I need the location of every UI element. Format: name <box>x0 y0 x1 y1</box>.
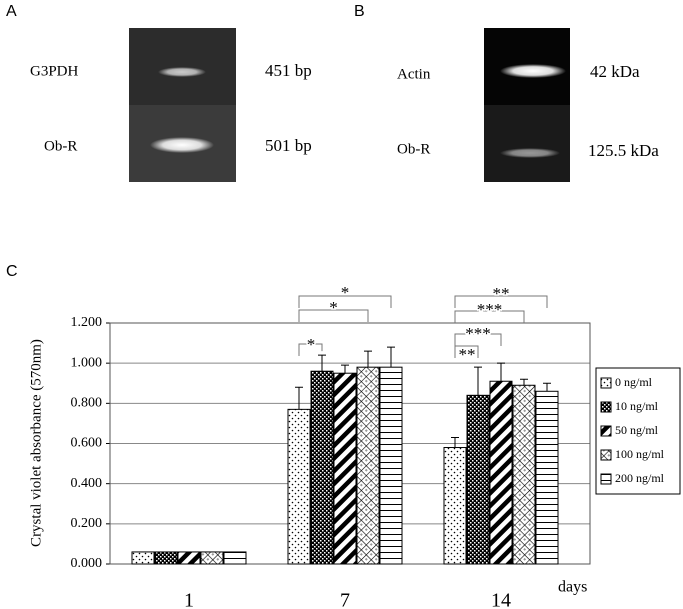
legend-swatch <box>600 401 612 413</box>
gel-label: Actin <box>397 66 431 82</box>
error-bar <box>364 350 372 368</box>
significance-bracket <box>454 310 525 323</box>
x-tick-label: 7 <box>340 590 350 609</box>
error-bar <box>497 362 505 382</box>
bar <box>489 380 513 565</box>
gel-label: Ob-R <box>397 141 430 157</box>
legend-label: 200 ng/ml <box>615 471 665 485</box>
legend-swatch <box>600 425 612 437</box>
significance-label: * <box>341 283 350 302</box>
gel-band <box>500 64 566 78</box>
bar <box>443 447 467 565</box>
y-tick-label: 0.400 <box>71 476 103 491</box>
legend-label: 50 ng/ml <box>615 423 659 437</box>
x-tick-label: 14 <box>491 590 511 609</box>
legend-label: 0 ng/ml <box>615 375 653 389</box>
error-bar <box>387 346 395 368</box>
legend-swatch <box>600 473 612 485</box>
gel-label: Ob-R <box>44 138 77 154</box>
y-tick-label: 1.000 <box>71 355 103 370</box>
error-bar <box>474 366 482 396</box>
bar <box>310 370 334 565</box>
error-bar <box>451 436 459 448</box>
error-bar <box>295 386 303 410</box>
panel-label: B <box>354 3 365 20</box>
significance-label: * <box>307 335 316 354</box>
bar <box>200 551 224 565</box>
error-bar <box>543 382 551 392</box>
size-label: 501 bp <box>265 136 312 155</box>
error-bar <box>520 378 528 386</box>
bar <box>131 551 155 565</box>
significance-label: *** <box>465 324 491 343</box>
error-bar <box>318 354 326 372</box>
x-axis-label: days <box>558 579 587 596</box>
gel-lane <box>484 105 570 182</box>
bar <box>512 384 536 565</box>
y-tick-label: 0.200 <box>71 516 103 531</box>
size-label: 42 kDa <box>590 62 640 81</box>
bar <box>177 551 201 565</box>
gel-band <box>150 137 214 153</box>
size-label: 125.5 kDa <box>588 141 659 160</box>
significance-label: ** <box>459 345 476 364</box>
bar <box>466 394 490 565</box>
bar <box>333 372 357 565</box>
y-tick-label: 0.600 <box>71 436 103 451</box>
significance-label: ** <box>493 284 510 303</box>
panel-label: A <box>6 3 17 20</box>
bar <box>535 390 559 565</box>
size-label: 451 bp <box>265 61 312 80</box>
bar <box>287 408 311 565</box>
significance-bracket <box>454 333 502 346</box>
bar <box>356 366 380 565</box>
legend-swatch <box>600 449 612 461</box>
significance-bracket <box>454 345 479 358</box>
significance-label: * <box>329 298 338 317</box>
gel-band <box>158 67 206 77</box>
gel-band <box>500 148 560 158</box>
x-tick-label: 1 <box>184 590 194 609</box>
y-tick-label: 1.200 <box>71 315 103 330</box>
significance-bracket <box>298 343 323 356</box>
legend-label: 100 ng/ml <box>615 447 665 461</box>
legend-label: 10 ng/ml <box>615 399 659 413</box>
gel-lane <box>129 28 236 105</box>
chart: 0.000 0.200 0.400 0.600 0.800 1.000 1.200 1 7 14 *… <box>71 281 681 609</box>
y-tick-label: 0.000 <box>71 556 103 571</box>
panel-label: C <box>6 263 18 280</box>
gel-label: G3PDH <box>30 63 79 79</box>
error-bar <box>341 364 349 374</box>
y-axis-label: Crystal violet absorbance (570nm) <box>28 339 44 547</box>
bar <box>154 551 178 565</box>
legend-swatch <box>600 377 612 389</box>
bar <box>379 366 403 565</box>
legend-box <box>595 367 681 495</box>
bar <box>223 551 247 565</box>
significance-bracket <box>298 295 392 308</box>
y-tick-label: 0.800 <box>71 396 103 411</box>
significance-label: *** <box>477 300 503 319</box>
significance-bracket <box>454 295 548 308</box>
significance-bracket <box>298 309 369 322</box>
